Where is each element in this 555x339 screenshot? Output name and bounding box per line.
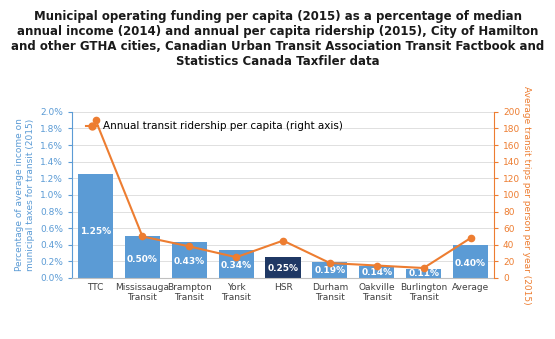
Legend: Annual transit ridership per capita (right axis): Annual transit ridership per capita (rig… — [82, 117, 347, 135]
Bar — [312, 262, 347, 278]
Bar — [453, 245, 488, 278]
Bar — [406, 269, 441, 278]
Text: 0.34%: 0.34% — [221, 261, 252, 270]
Y-axis label: Average transit trips per person per year (2015): Average transit trips per person per yea… — [522, 86, 531, 304]
Text: 1.25%: 1.25% — [80, 227, 111, 236]
Bar — [219, 250, 254, 278]
Text: 0.50%: 0.50% — [127, 255, 158, 264]
Text: Municipal operating funding per capita (2015) as a percentage of median
annual i: Municipal operating funding per capita (… — [11, 10, 544, 68]
Bar — [265, 257, 301, 278]
Text: 0.14%: 0.14% — [361, 268, 392, 277]
Text: 0.40%: 0.40% — [455, 259, 486, 267]
Bar — [171, 242, 207, 278]
Text: 0.19%: 0.19% — [314, 266, 345, 275]
Bar — [78, 174, 113, 278]
Text: 0.43%: 0.43% — [174, 257, 205, 266]
Bar — [125, 237, 160, 278]
Y-axis label: Percentage of average income on
municipal taxes for transit (2015): Percentage of average income on municipa… — [15, 119, 34, 271]
Text: 0.25%: 0.25% — [268, 264, 299, 273]
Bar — [359, 266, 395, 278]
Text: 0.11%: 0.11% — [408, 270, 439, 278]
